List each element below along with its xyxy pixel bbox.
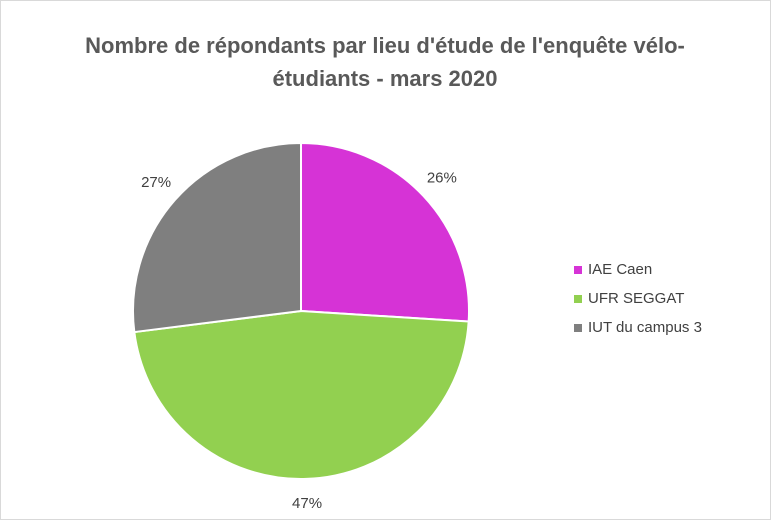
legend-label: IUT du campus 3 xyxy=(588,319,702,336)
pie-slice xyxy=(133,309,470,480)
legend-swatch xyxy=(574,324,582,332)
chart-title: Nombre de répondants par lieu d'étude de… xyxy=(85,33,685,91)
legend-swatch xyxy=(574,295,582,303)
data-label: 47% xyxy=(292,495,322,512)
pie-slice xyxy=(132,141,302,334)
data-label: 26% xyxy=(427,170,457,187)
data-label: 27% xyxy=(141,174,171,191)
legend-swatch xyxy=(574,266,582,274)
pie-slice xyxy=(300,141,470,323)
legend-label: UFR SEGGAT xyxy=(588,290,684,307)
legend-label: IAE Caen xyxy=(588,261,652,278)
